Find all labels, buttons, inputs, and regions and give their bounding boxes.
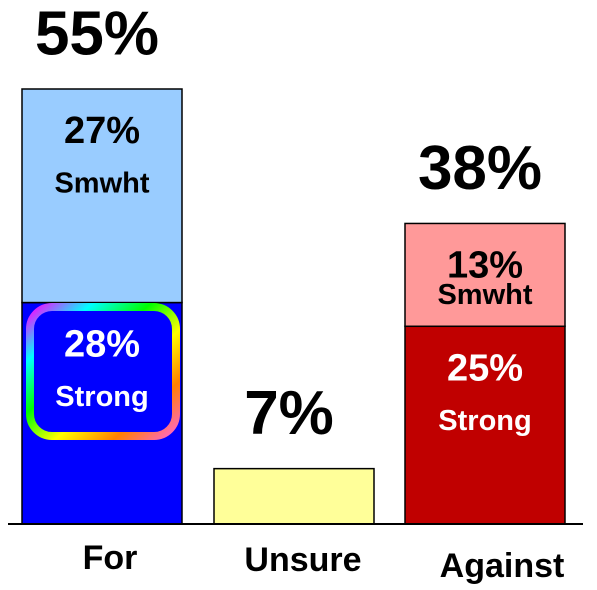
total-label: 38% [418, 134, 542, 203]
x-tick-label: Against [440, 547, 565, 585]
highlight-frame [26, 303, 180, 440]
segment-name-label: Strong [55, 381, 148, 413]
segment-value-label: 13% [447, 244, 523, 286]
segment-value-label: 25% [447, 347, 523, 389]
segment-name-label: Strong [438, 405, 531, 437]
bar-segment [213, 467, 375, 525]
bar-segment [404, 222, 566, 328]
total-label: 7% [244, 379, 334, 448]
bar-segment [21, 88, 183, 304]
segment-value-label: 27% [64, 110, 140, 152]
segment-name-label: Smwht [437, 279, 532, 311]
segment-name-label: Smwht [54, 168, 149, 200]
x-tick-label: Unsure [244, 541, 361, 579]
bar-segment [21, 301, 183, 525]
segment-value-label: 28% [64, 324, 140, 366]
total-label: 55% [35, 0, 159, 68]
x-tick-label: For [83, 539, 138, 577]
